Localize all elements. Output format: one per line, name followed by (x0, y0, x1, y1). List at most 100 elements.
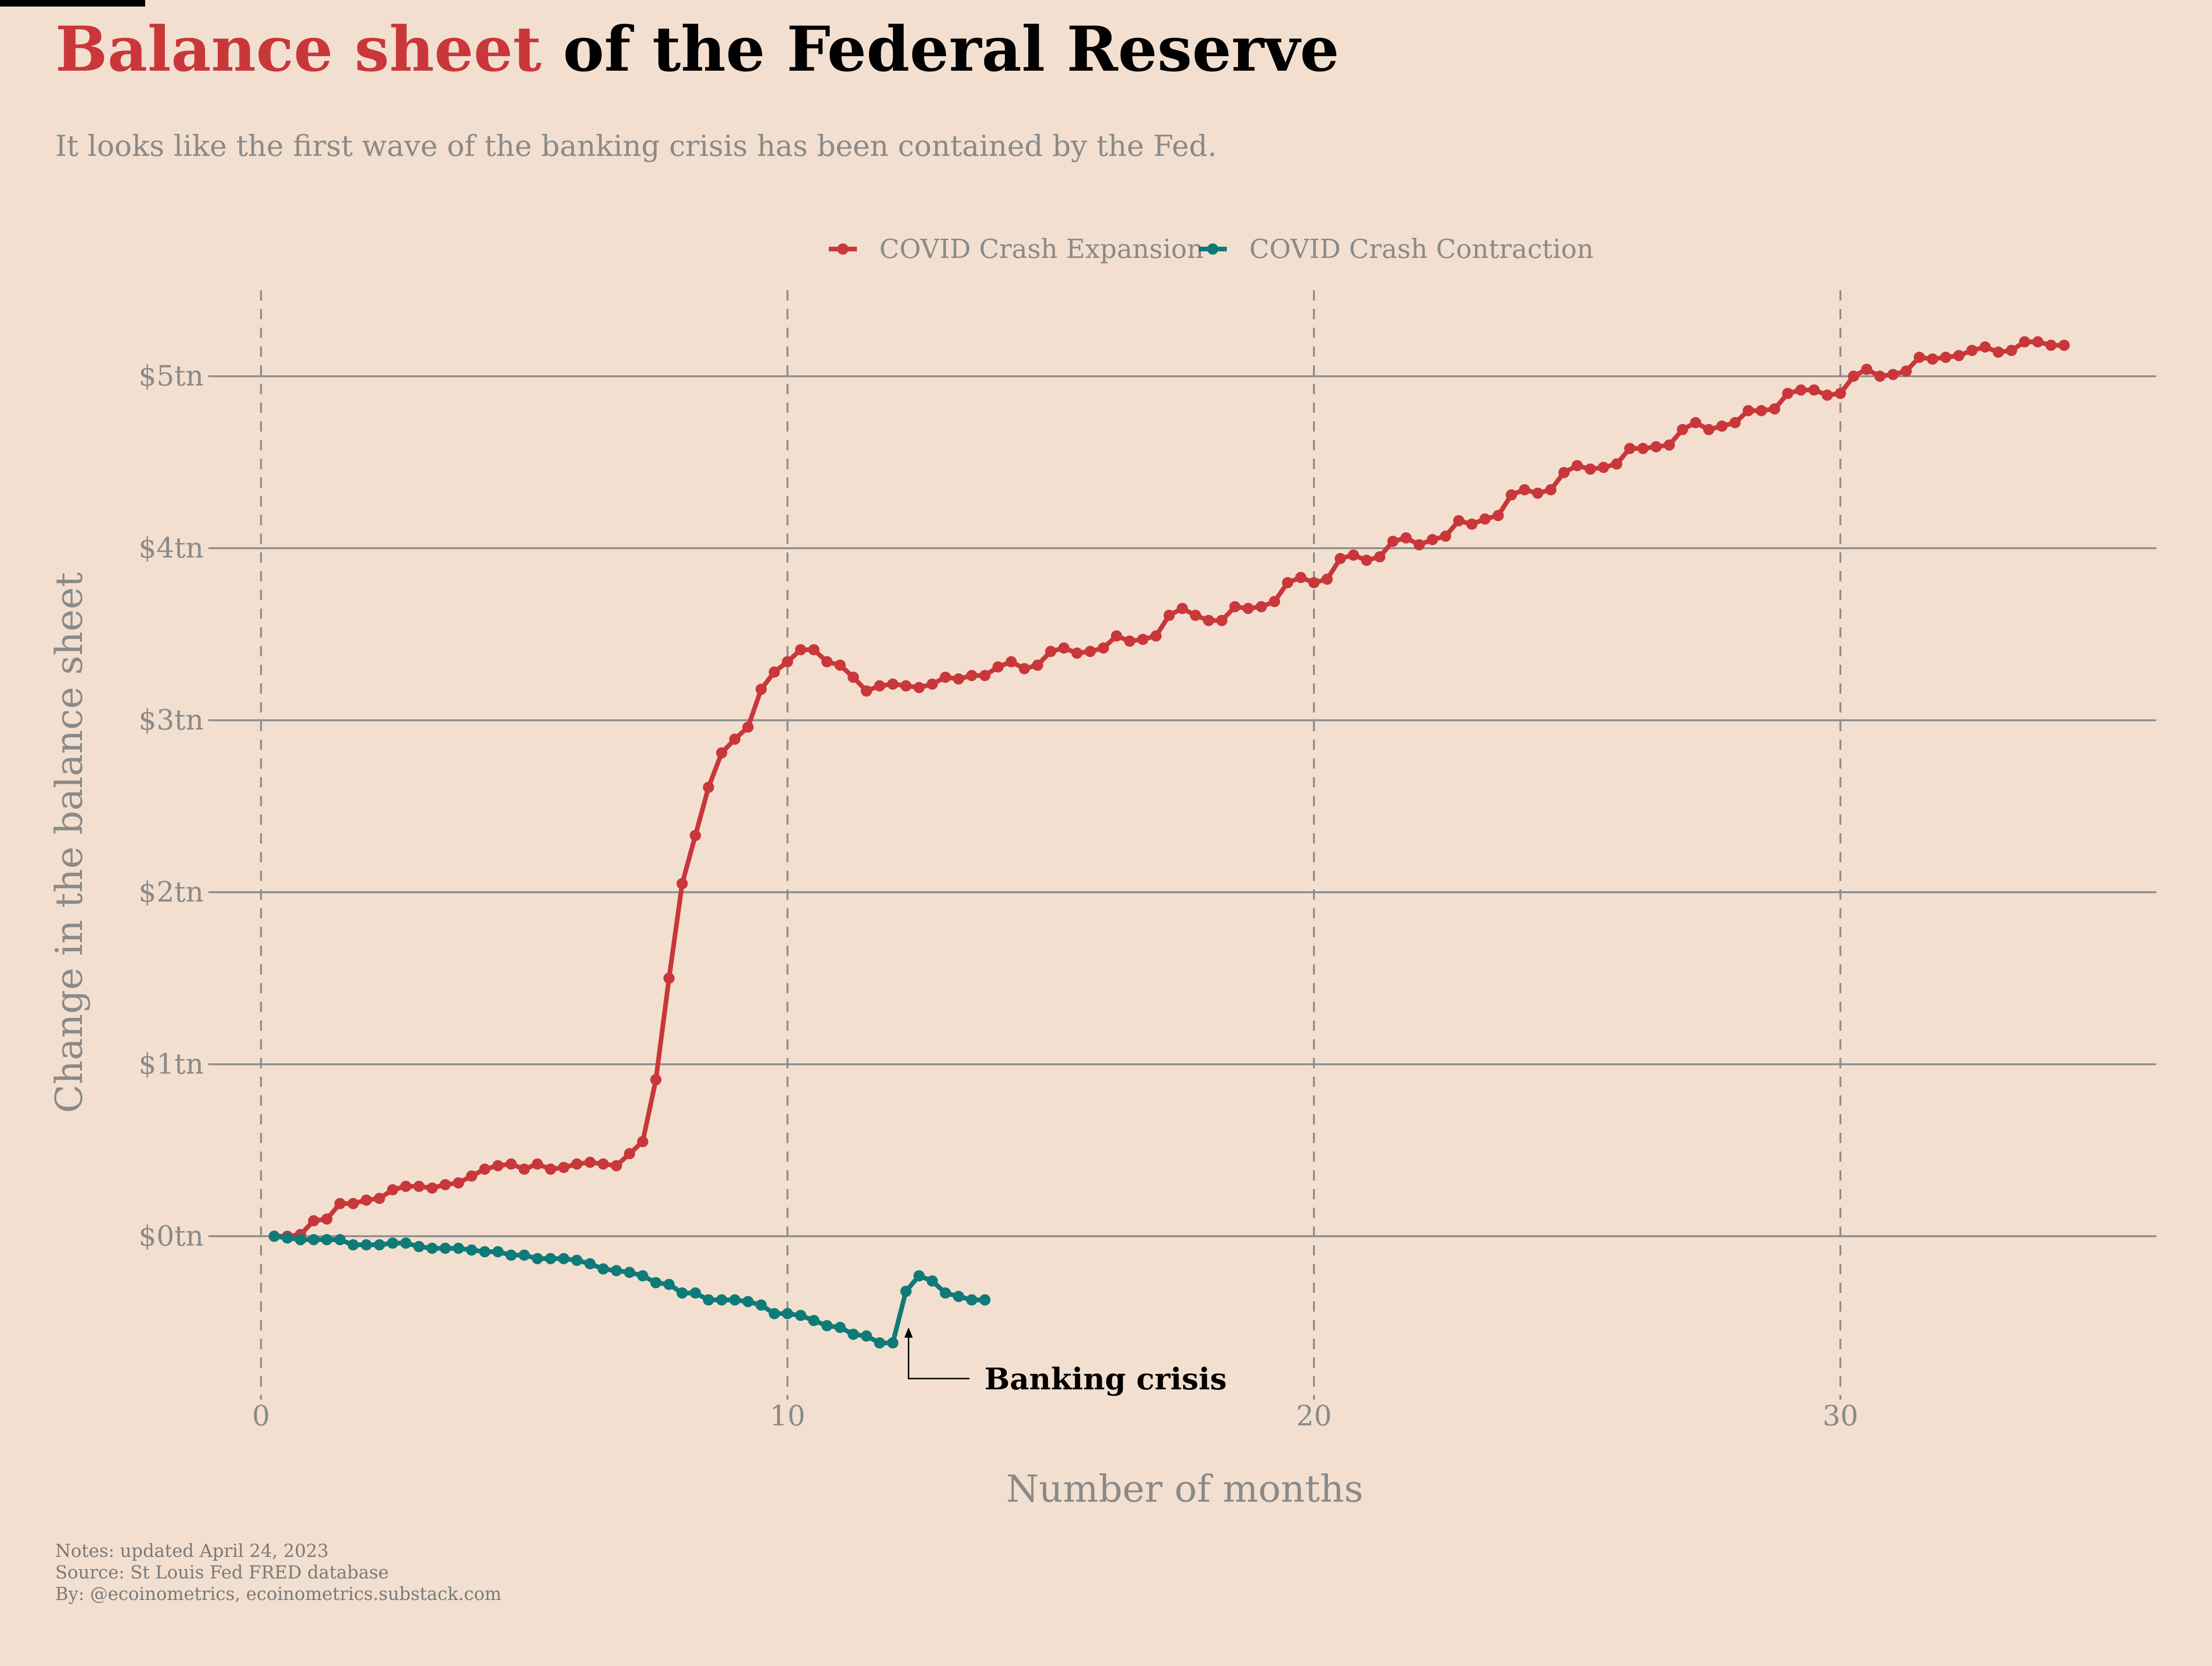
data-point (1979, 341, 1991, 353)
data-point (1808, 384, 1820, 396)
data-point (531, 1253, 543, 1264)
data-point (926, 1275, 938, 1287)
data-point (979, 1294, 991, 1306)
data-point (795, 644, 806, 655)
byline: By: @ecoinometrics, ecoinometrics.substa… (55, 1584, 501, 1604)
data-point (400, 1181, 412, 1192)
data-point (597, 1158, 609, 1170)
data-point (1887, 369, 1899, 381)
data-point (584, 1258, 596, 1270)
y-tick-label: $2tn (139, 876, 204, 909)
data-point (1953, 350, 1965, 361)
data-point (439, 1179, 451, 1190)
data-point (1335, 553, 1346, 565)
data-point (900, 680, 912, 692)
data-point (1505, 489, 1517, 501)
data-point (690, 1287, 701, 1299)
y-tick-label: $0tn (139, 1220, 204, 1253)
data-point (808, 1314, 819, 1326)
data-point (821, 1320, 833, 1331)
data-point (281, 1232, 293, 1244)
data-point (611, 1265, 622, 1277)
data-point (755, 1299, 767, 1311)
data-point (1545, 484, 1557, 496)
data-point (2045, 339, 2057, 351)
data-point (1479, 513, 1491, 525)
data-point (1742, 405, 1754, 417)
data-point (1242, 602, 1254, 614)
data-point (953, 673, 965, 685)
data-point (1677, 424, 1688, 435)
data-point (1005, 656, 1017, 668)
chart-subtitle: It looks like the first wave of the bank… (55, 129, 1217, 163)
data-point (676, 1287, 688, 1299)
data-point (1387, 536, 1399, 547)
data-point (1348, 549, 1359, 561)
data-point (453, 1242, 465, 1254)
data-point (900, 1285, 912, 1297)
data-point (1084, 646, 1096, 657)
tick-labels: $0tn $1tn $2tn $3tn $4tn $5tn 0 10 20 30 (139, 360, 1858, 1432)
data-point (1137, 633, 1149, 645)
y-tick-label: $4tn (139, 532, 204, 565)
data-point (1782, 388, 1793, 399)
data-point (400, 1237, 412, 1249)
data-point (1914, 352, 1925, 363)
data-point (1413, 539, 1425, 550)
data-point (308, 1234, 319, 1246)
data-point (1703, 424, 1715, 435)
legend-swatch-dot (1207, 243, 1218, 255)
chart-title: Balance sheet of the Federal Reserve (55, 13, 1339, 86)
x-tick-label: 30 (1822, 1400, 1858, 1432)
legend: COVID Crash Expansion COVID Crash Contrac… (829, 234, 1594, 264)
series-layer (268, 336, 2070, 1349)
data-point (518, 1163, 530, 1175)
data-point (1585, 463, 1596, 475)
data-point (887, 678, 899, 690)
data-point (361, 1194, 372, 1206)
data-point (782, 656, 793, 668)
data-point (1440, 530, 1452, 542)
data-point (663, 972, 675, 984)
data-point (624, 1267, 635, 1278)
data-point (347, 1198, 359, 1210)
data-point (848, 1328, 859, 1340)
data-point (545, 1163, 556, 1175)
annotation-arrowhead (904, 1327, 913, 1338)
x-tick-label: 20 (1296, 1400, 1332, 1432)
annotation-layer: Banking crisis (904, 1327, 1227, 1397)
data-point (808, 644, 819, 655)
data-point (492, 1246, 504, 1257)
data-point (361, 1239, 372, 1251)
data-point (1861, 364, 1873, 375)
data-point (1835, 388, 1846, 399)
legend-swatch-dot (837, 243, 848, 255)
data-point (426, 1182, 438, 1194)
title-rest: of the Federal Reserve (541, 13, 1340, 86)
series-line (272, 1233, 988, 1345)
data-point (479, 1246, 491, 1257)
y-tick-label: $3tn (139, 704, 204, 737)
data-point (795, 1309, 806, 1321)
data-point (1571, 460, 1583, 471)
data-point (2019, 336, 2030, 348)
data-point (966, 1294, 978, 1306)
data-point (479, 1163, 491, 1175)
y-axis-title: Change in the balance sheet (47, 572, 91, 1113)
data-point (1532, 487, 1543, 499)
data-point (1992, 346, 2004, 358)
data-point (637, 1270, 649, 1282)
data-point (821, 656, 833, 668)
data-point (834, 1321, 846, 1333)
series-expansion (268, 336, 2070, 1242)
data-point (742, 721, 754, 733)
data-point (1268, 596, 1280, 608)
series-contraction (268, 1230, 991, 1349)
data-point (782, 1308, 793, 1320)
data-point (1966, 345, 1978, 356)
data-point (518, 1249, 530, 1261)
data-point (1453, 515, 1465, 527)
data-point (729, 734, 741, 745)
data-point (387, 1237, 398, 1249)
